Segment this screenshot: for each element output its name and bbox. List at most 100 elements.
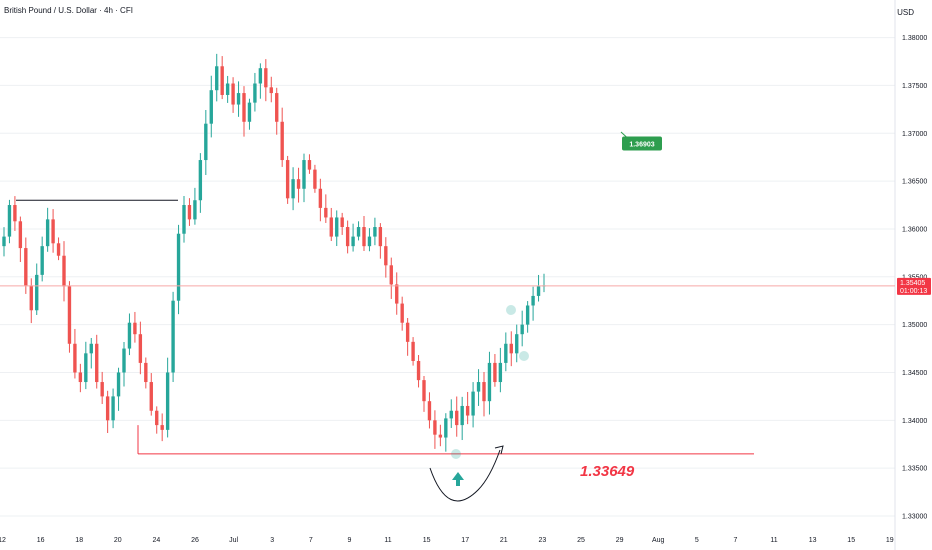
time-tick-label: 3	[270, 537, 274, 544]
time-tick-label: 7	[309, 537, 313, 544]
candle-body	[67, 286, 72, 344]
candle-body	[122, 348, 126, 373]
price-tick-label: 1.36500	[902, 179, 927, 186]
candle-body	[476, 382, 481, 392]
candle-body	[176, 233, 181, 301]
price-tick-label: 1.33500	[902, 466, 927, 473]
candle-body	[416, 360, 421, 381]
candle-body	[111, 396, 115, 421]
candle-body	[264, 68, 268, 88]
candle-body	[160, 425, 164, 430]
candle-body	[433, 420, 437, 435]
candle-body	[62, 255, 66, 287]
candle-body	[215, 66, 219, 91]
pivot-marker	[451, 449, 461, 459]
candle-body	[367, 236, 372, 247]
candle-body	[504, 343, 508, 363]
candle-body	[236, 93, 241, 105]
time-tick-label: 18	[75, 537, 83, 544]
price-tick-label: 1.34000	[902, 418, 927, 425]
pivot-marker	[519, 351, 529, 361]
candle-body	[127, 322, 132, 349]
time-tick-label: 11	[384, 537, 391, 544]
time-tick-label: 7	[733, 537, 737, 544]
time-tick-label: 9	[347, 537, 351, 544]
candle-body	[515, 334, 519, 354]
candle-body	[95, 343, 99, 383]
candle-body	[471, 391, 475, 416]
candle-body	[116, 372, 121, 397]
candle-body	[498, 362, 503, 383]
time-tick-label: 19	[886, 537, 894, 544]
candle-body	[56, 243, 61, 256]
candle-body	[405, 322, 410, 342]
time-tick-label: 15	[847, 537, 855, 544]
candle-body	[280, 121, 284, 161]
time-tick-label: 5	[695, 537, 699, 544]
current-price-tag	[897, 277, 931, 295]
candle-body	[356, 227, 361, 237]
price-tick-label: 1.36000	[902, 226, 927, 233]
time-tick-label: 16	[37, 537, 45, 544]
candle-body	[318, 188, 323, 208]
candle-body	[155, 410, 159, 426]
candle-body	[438, 434, 443, 438]
time-tick-label: 23	[539, 537, 547, 544]
candle-body	[422, 380, 426, 402]
candle-body	[7, 205, 12, 237]
candle-body	[460, 405, 464, 426]
candle-body	[2, 236, 6, 247]
candle-body	[395, 284, 399, 304]
time-tick-label: 11	[770, 537, 777, 544]
price-tick-label: 1.38000	[902, 35, 927, 42]
time-tick-label: 12	[0, 537, 6, 544]
candle-body	[165, 372, 170, 430]
pivot-marker	[506, 305, 516, 315]
time-tick-label: 29	[616, 537, 624, 544]
candle-body	[373, 227, 377, 237]
candle-body	[171, 300, 175, 373]
candle-body	[149, 382, 153, 411]
candle-body	[411, 341, 415, 361]
candle-body	[345, 227, 350, 247]
candle-body	[427, 401, 432, 421]
candle-body	[18, 221, 23, 249]
candle-body	[73, 343, 77, 373]
candle-body	[384, 246, 388, 266]
annotations: 1.33649 1.36903	[0, 131, 895, 502]
candle-body	[89, 343, 93, 354]
time-tick-label: 15	[423, 537, 431, 544]
candle-body	[378, 227, 383, 247]
candle-body	[209, 90, 213, 124]
candle-body	[493, 362, 497, 383]
currency-label: USD	[897, 8, 914, 17]
candle-body	[340, 217, 344, 228]
time-tick-label: 24	[153, 537, 161, 544]
candle-body	[531, 295, 535, 306]
candle-body	[182, 205, 186, 234]
candle-body	[220, 66, 224, 95]
price-axis[interactable]: 1.38000 1.37500 1.37000 1.36500 1.36000 1.355…	[897, 35, 931, 521]
up-arrow-icon	[452, 472, 464, 486]
time-tick-label: 25	[577, 537, 585, 544]
countdown-label: 01:00:13	[900, 288, 927, 295]
price-tick-label: 1.35000	[902, 322, 927, 329]
candle-body	[536, 286, 541, 296]
candle-body	[187, 205, 192, 220]
candle-body	[313, 169, 317, 189]
candle-body	[324, 207, 328, 218]
candle-body	[509, 343, 513, 354]
candle-body	[100, 382, 104, 397]
candle-body	[133, 322, 137, 335]
candle-body	[487, 362, 492, 402]
time-tick-label: 21	[500, 537, 508, 544]
time-axis[interactable]: 12 16 18 20 24 26 Jul 3 7 9 11 15 17 21 23 25 29 Aug 5 7 11 1…	[0, 537, 894, 544]
candles	[2, 53, 546, 452]
candle-body	[389, 265, 393, 285]
candle-body	[444, 418, 448, 438]
rebound-curve	[429, 449, 501, 502]
candle-body	[40, 246, 44, 275]
time-tick-label: Jul	[229, 537, 238, 544]
time-tick-label: 26	[191, 537, 199, 544]
